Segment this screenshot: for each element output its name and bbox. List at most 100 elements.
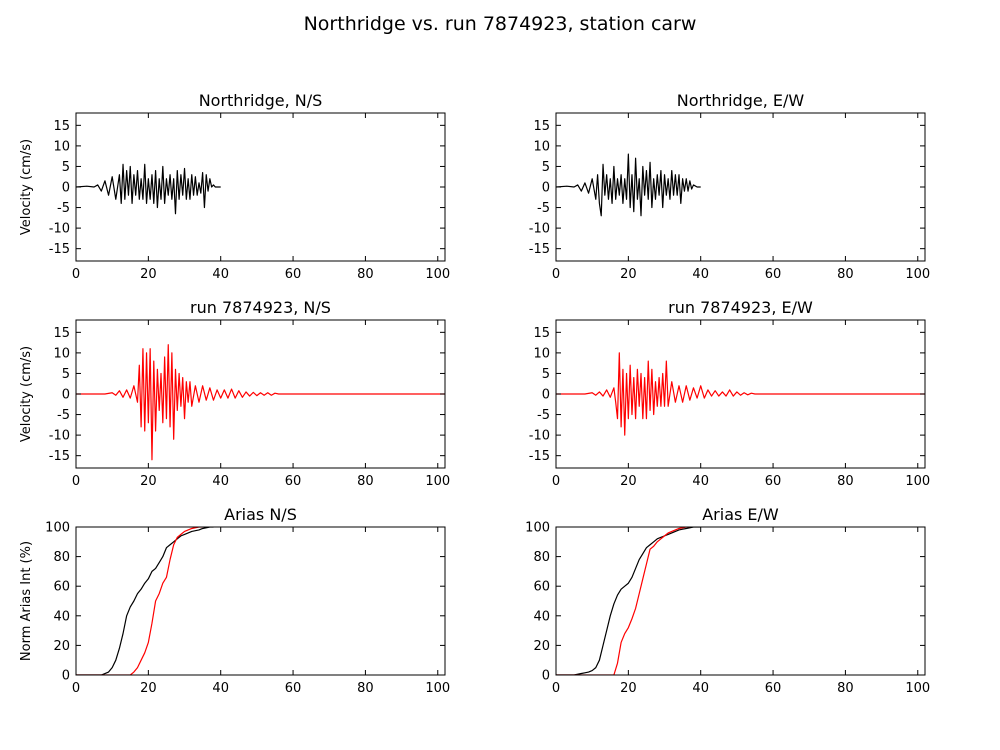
x-tick-label: 0 — [72, 474, 80, 489]
x-tick-label: 0 — [552, 474, 560, 489]
y-tick-label: -10 — [49, 429, 70, 444]
x-tick-label: 20 — [620, 681, 637, 696]
x-tick-label: 40 — [692, 474, 709, 489]
y-tick-label: -15 — [529, 449, 550, 464]
panel-3: run 7874923, N/S 0 20 40 60 80 100 15 10 5 0 -5 -10 -… — [19, 298, 450, 489]
x-tick-label: 100 — [425, 681, 450, 696]
x-tick-label: 60 — [765, 681, 782, 696]
y-tick-label: -15 — [49, 449, 70, 464]
y-tick-label: 5 — [62, 367, 70, 382]
x-tick-label: 80 — [357, 681, 374, 696]
y-tick-label: -5 — [537, 201, 550, 216]
panel-title: Northridge, N/S — [199, 91, 323, 110]
series-line-1 — [76, 527, 214, 675]
x-tick-label: 20 — [620, 474, 637, 489]
y-tick-label: -5 — [537, 408, 550, 423]
x-tick-label: 40 — [212, 267, 229, 282]
y-tick-label: -15 — [49, 242, 70, 257]
series-line-1 — [556, 153, 701, 217]
x-tick-label: 0 — [552, 267, 560, 282]
x-tick-label: 60 — [765, 267, 782, 282]
figure-title: Northridge vs. run 7874923, station carw — [304, 13, 697, 35]
y-tick-label: 100 — [45, 521, 70, 536]
x-tick-label: 0 — [72, 681, 80, 696]
y-axis-label: Velocity (cm/s) — [19, 346, 34, 442]
panel-title: run 7874923, N/S — [190, 298, 331, 317]
x-tick-label: 60 — [765, 474, 782, 489]
y-tick-label: 40 — [53, 609, 70, 624]
y-tick-label: 15 — [533, 119, 550, 134]
panel-title: Northridge, E/W — [677, 91, 805, 110]
x-tick-label: 40 — [212, 681, 229, 696]
x-tick-label: 60 — [285, 681, 302, 696]
panel-title: Arias N/S — [224, 505, 297, 524]
y-tick-label: 60 — [53, 580, 70, 595]
y-tick-label: 10 — [533, 346, 550, 361]
y-tick-label: 5 — [62, 160, 70, 175]
y-tick-label: 10 — [533, 139, 550, 154]
panel-4: run 7874923, E/W 0 20 40 60 80 100 15 10 5 0 -5 -10 -… — [529, 298, 930, 489]
panel-6: Arias E/W 0 20 40 60 80 100 100 80 60 40 20 0 — [525, 505, 930, 696]
y-tick-label: 5 — [542, 367, 550, 382]
x-tick-label: 100 — [905, 681, 930, 696]
y-tick-label: -10 — [529, 429, 550, 444]
x-tick-label: 40 — [692, 681, 709, 696]
series-line-2 — [556, 527, 690, 675]
y-tick-label: 0 — [542, 669, 550, 684]
y-tick-label: 100 — [525, 521, 550, 536]
y-tick-label: -5 — [57, 408, 70, 423]
y-tick-label: -5 — [57, 201, 70, 216]
panel-5: Arias N/S 0 20 40 60 80 100 100 80 60 40 20 0 Norm Ar… — [19, 505, 450, 696]
y-tick-label: 20 — [533, 639, 550, 654]
x-tick-label: 20 — [140, 681, 157, 696]
y-tick-label: -15 — [529, 242, 550, 257]
x-tick-label: 100 — [905, 267, 930, 282]
y-tick-label: 80 — [533, 550, 550, 565]
series-line-1 — [556, 352, 925, 436]
x-tick-label: 40 — [692, 267, 709, 282]
y-tick-label: 15 — [53, 119, 70, 134]
y-tick-label: 15 — [53, 326, 70, 341]
x-tick-label: 80 — [837, 474, 854, 489]
panel-2: Northridge, E/W 0 20 40 60 80 100 15 10 5 0 -5 -10 -1… — [529, 91, 930, 282]
x-tick-label: 0 — [72, 267, 80, 282]
panel-title: run 7874923, E/W — [668, 298, 813, 317]
y-tick-label: 80 — [53, 550, 70, 565]
x-tick-label: 20 — [140, 267, 157, 282]
series-line-1 — [76, 163, 221, 215]
x-tick-label: 80 — [357, 267, 374, 282]
series-line-2 — [76, 527, 203, 675]
x-tick-label: 80 — [837, 267, 854, 282]
y-tick-label: 15 — [533, 326, 550, 341]
x-tick-label: 80 — [837, 681, 854, 696]
y-tick-label: -10 — [529, 222, 550, 237]
x-tick-label: 80 — [357, 474, 374, 489]
panel-1: Northridge, N/S 0 20 40 60 80 100 15 10 5 0 -5 -10 -1… — [19, 91, 450, 282]
y-tick-label: 60 — [533, 580, 550, 595]
x-tick-label: 60 — [285, 474, 302, 489]
y-tick-label: -10 — [49, 222, 70, 237]
y-tick-label: 0 — [542, 181, 550, 196]
y-axis-label: Norm Arias Int (%) — [19, 541, 34, 661]
y-tick-label: 0 — [542, 388, 550, 403]
x-tick-label: 20 — [620, 267, 637, 282]
axes-frame — [555, 526, 926, 676]
x-tick-label: 20 — [140, 474, 157, 489]
y-tick-label: 10 — [53, 139, 70, 154]
y-tick-label: 0 — [62, 388, 70, 403]
y-tick-label: 0 — [62, 669, 70, 684]
y-tick-label: 5 — [542, 160, 550, 175]
y-tick-label: 40 — [533, 609, 550, 624]
y-tick-label: 0 — [62, 181, 70, 196]
panel-title: Arias E/W — [702, 505, 779, 524]
x-tick-label: 100 — [905, 474, 930, 489]
x-tick-label: 60 — [285, 267, 302, 282]
series-line-1 — [76, 344, 445, 461]
x-tick-label: 40 — [212, 474, 229, 489]
y-tick-label: 10 — [53, 346, 70, 361]
x-tick-label: 100 — [425, 267, 450, 282]
series-line-1 — [556, 527, 701, 675]
y-axis-label: Velocity (cm/s) — [19, 139, 34, 235]
